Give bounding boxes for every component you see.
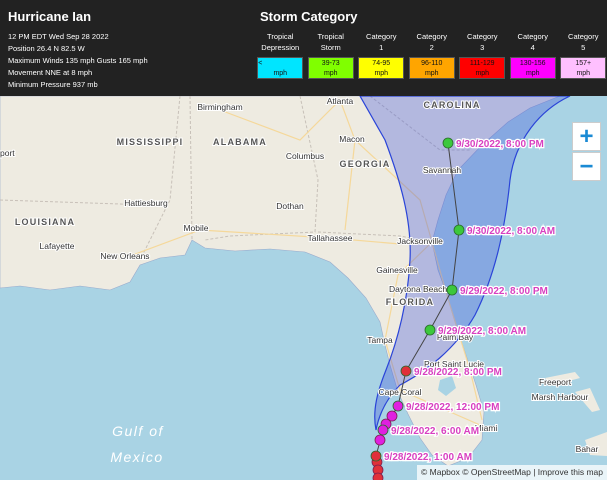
state-borders [0, 96, 470, 261]
track-point [377, 424, 389, 436]
track-label: 9/29/2022, 8:00 PM [460, 286, 548, 297]
city-label: Tallahassee [308, 233, 353, 243]
city-label: Hattiesburg [124, 198, 168, 208]
lake [438, 376, 456, 396]
track-label: 9/28/2022, 1:00 AM [384, 452, 472, 463]
legend-label: Tropical Depression [261, 32, 300, 52]
city-label: Bahar [576, 444, 599, 454]
legend-swatch: 39-73 mph [307, 57, 354, 79]
storm-details: 12 PM EDT Wed Sep 28 2022 Position 26.4 N… [8, 31, 148, 91]
legend-item: Category 3 111-129 mph [457, 31, 508, 79]
legend-label: Category 5 [568, 32, 599, 52]
track-point [386, 410, 398, 422]
info-panel: Hurricane Ian 12 PM EDT Wed Sep 28 2022 P… [0, 0, 607, 96]
legend-item: Tropical Storm 39-73 mph [306, 31, 357, 79]
storm-track: 9/30/2022, 8:00 PM 9/30/2022, 8:00 AM 9/29… [370, 137, 556, 480]
zoom-out-button[interactable]: − [572, 152, 601, 181]
attribution[interactable]: © Mapbox © OpenStreetMap | Improve this … [417, 465, 607, 480]
track-point [392, 400, 404, 412]
legend-item: Category 5 157+ mph [558, 31, 607, 79]
track-label: 9/28/2022, 8:00 PM [414, 367, 502, 378]
legend-label: Tropical Storm [317, 32, 344, 52]
detail-line: 12 PM EDT Wed Sep 28 2022 [8, 32, 109, 41]
detail-line: Position 26.4 N 82.5 W [8, 44, 85, 53]
city-label: Gainesville [376, 265, 418, 275]
track-point [370, 450, 382, 462]
city-label: Cape Coral [379, 387, 422, 397]
track-label: 9/29/2022, 8:00 AM [438, 326, 526, 337]
forecast-cone [359, 96, 571, 431]
state-label: MISSISSIPPI [117, 137, 184, 147]
legend-item: Category 4 130-156 mph [508, 31, 559, 79]
legend-swatch: 111-129 mph [459, 57, 506, 79]
state-label: ALABAMA [213, 137, 267, 147]
city-label: Tampa [367, 335, 393, 345]
city-label: port [0, 148, 15, 158]
legend: Tropical Depression < 39 mph Tropical Stor… [255, 31, 607, 79]
legend-label: Category 3 [467, 32, 498, 52]
state-label: FLORIDA [386, 297, 434, 307]
legend-title: Storm Category [260, 9, 358, 24]
track-label: 9/28/2022, 12:00 PM [406, 402, 499, 413]
track-label: 9/28/2022, 6:00 AM [391, 426, 479, 437]
island [545, 372, 607, 456]
track-point [372, 472, 384, 480]
legend-swatch: 96-110 mph [408, 57, 455, 79]
city-label: Daytona Beach [389, 284, 447, 294]
city-label: Lafayette [40, 241, 75, 251]
city-label: Mobile [183, 223, 208, 233]
legend-swatch: 157+ mph [560, 57, 607, 79]
city-label: Miami [475, 423, 498, 433]
map[interactable]: MISSISSIPPI ALABAMA GEORGIA LOUISIANA FLORID… [0, 96, 607, 480]
track-point [453, 224, 465, 236]
track-point [424, 324, 436, 336]
city-label: Macon [339, 134, 365, 144]
storm-title: Hurricane Ian [8, 9, 92, 24]
legend-label: Category 2 [416, 32, 447, 52]
legend-swatch: 130-156 mph [509, 57, 556, 79]
state-label: CAROLINA [423, 100, 480, 110]
detail-line: Maximum Winds 135 mph Gusts 165 mph [8, 56, 148, 65]
city-label: Dothan [276, 201, 304, 211]
city-label: Savannah [423, 165, 462, 175]
detail-line: Minimum Pressure 937 mb [8, 80, 98, 89]
legend-label: Category 4 [517, 32, 548, 52]
detail-line: Movement NNE at 8 mph [8, 68, 93, 77]
city-label: Birmingham [197, 102, 242, 112]
map-labels: MISSISSIPPI ALABAMA GEORGIA LOUISIANA FLORID… [0, 96, 600, 465]
water-label: Gulf of [112, 423, 164, 439]
city-label: Columbus [286, 151, 324, 161]
city-label: Palm Bay [437, 332, 474, 342]
track-point [374, 434, 386, 446]
city-label: Atlanta [327, 96, 354, 106]
city-label: Jacksonville [397, 236, 443, 246]
track-point [400, 365, 412, 377]
state-label: GEORGIA [340, 159, 391, 169]
city-label: Port Saint Lucie [424, 359, 484, 369]
zoom-in-button[interactable]: + [572, 122, 601, 151]
city-label: Freeport [539, 377, 572, 387]
legend-swatch: < 39 mph [257, 57, 332, 79]
track-label: 9/30/2022, 8:00 AM [467, 226, 555, 237]
city-label: New Orleans [100, 251, 149, 261]
track-label: 9/30/2022, 8:00 PM [456, 139, 544, 150]
track-point [446, 284, 458, 296]
legend-item: Category 2 96-110 mph [407, 31, 458, 79]
legend-label: Category 1 [366, 32, 397, 52]
legend-item: Category 1 74-95 mph [356, 31, 407, 79]
water-label: Mexico [110, 449, 163, 465]
city-label: Marsh Harbour [532, 392, 589, 402]
legend-item: Tropical Depression < 39 mph [255, 31, 332, 79]
track-point [442, 137, 454, 149]
legend-swatch: 74-95 mph [358, 57, 405, 79]
state-label: LOUISIANA [15, 217, 75, 227]
